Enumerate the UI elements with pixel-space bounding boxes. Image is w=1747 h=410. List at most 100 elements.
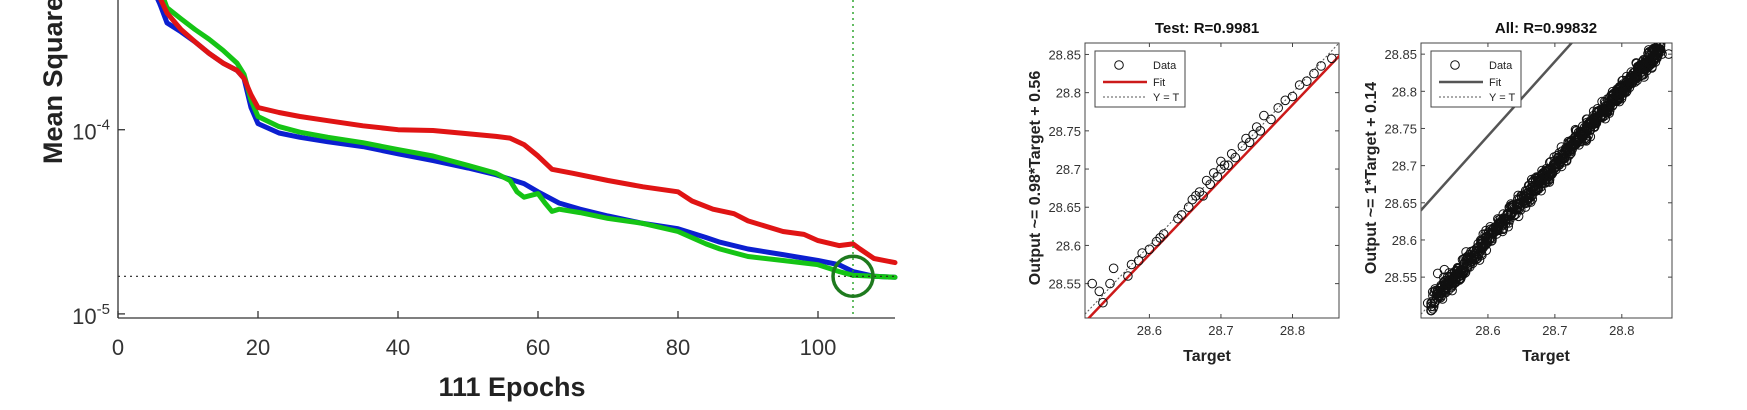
p3-data-point: [1455, 270, 1466, 281]
p1-x-tick-label: 100: [800, 335, 837, 360]
p2-data-point: [1255, 126, 1266, 136]
p2-fit-line: [1087, 54, 1339, 318]
p2-y-tick-label: 28.85: [1048, 47, 1081, 62]
p3-legend-fit-label: Fit: [1489, 77, 1501, 89]
p3-y-tick-label: 28.6: [1392, 233, 1417, 248]
p3-data-point: [1539, 172, 1550, 182]
p3-data-point: [1493, 218, 1504, 228]
p3-data-point: [1541, 167, 1552, 177]
p2-data-point: [1094, 286, 1105, 297]
p3-data-point: [1429, 287, 1440, 297]
p3-x-tick-label: 28.6: [1475, 323, 1500, 338]
p1-best-circle: [831, 254, 875, 299]
p2-x-axis-label: Target: [1183, 348, 1231, 365]
p2-data-point: [1205, 179, 1215, 190]
p3-legend-data-label: Data: [1489, 60, 1513, 72]
p2-y-tick-label: 28.55: [1048, 277, 1081, 292]
p1-x-tick-label: 40: [386, 335, 410, 360]
p1-x-axis-label: 111 Epochs: [438, 372, 585, 402]
p3-data-point: [1581, 121, 1592, 132]
p1-y-tick-label: 10-4: [72, 117, 110, 145]
p3-y-tick-label: 28.55: [1384, 270, 1417, 285]
p3-legend-data-icon: [1450, 60, 1460, 70]
p2-data-point: [1158, 229, 1169, 239]
p2-data-point: [1183, 202, 1194, 212]
p3-data-point: [1541, 170, 1552, 180]
p2-data-point: [1123, 271, 1133, 281]
p3-data-point: [1428, 304, 1438, 314]
p2-x-tick-label: 28.6: [1137, 323, 1162, 338]
p3-data-point: [1465, 262, 1475, 272]
p3-data-point: [1493, 215, 1504, 225]
p1-best-markers: [118, 0, 895, 318]
p3-data-point: [1638, 66, 1649, 77]
p3-data-point: [1618, 81, 1628, 91]
p3-data-point: [1458, 264, 1468, 274]
p2-data-point: [1133, 255, 1144, 266]
p3-data-point: [1609, 94, 1620, 105]
p3-fit-line: [1421, 43, 1574, 213]
p3-data-point: [1474, 245, 1485, 255]
p2-plot: 28.6 28.7 28.8 28.55 28.6 28.65 28.7 28.75 28.8 2…: [1048, 42, 1340, 338]
p3-data-point: [1652, 48, 1662, 59]
p1-y-axis-label: Mean Square: [38, 0, 68, 164]
p3-data-point: [1562, 144, 1573, 155]
p3-data-point: [1646, 59, 1656, 70]
p1-ticks: 0 20 40 60 80 100 10-4 10-5: [72, 117, 836, 360]
p1-x-tick-label: 60: [526, 335, 550, 360]
p3-data-point: [1564, 150, 1574, 161]
p3-data-point: [1444, 268, 1454, 278]
p3-data-point: [1518, 191, 1529, 202]
p3-y-tick-label: 28.8: [1392, 84, 1417, 99]
p3-data-point: [1483, 232, 1494, 242]
p3-data-point: [1546, 167, 1557, 178]
p1-x-tick-label: 80: [666, 335, 690, 360]
p2-y-tick-label: 28.65: [1048, 200, 1081, 215]
p3-data-point: [1474, 255, 1485, 265]
p3-data-point: [1462, 256, 1473, 266]
p3-data-point: [1611, 89, 1621, 100]
p2-data-point: [1198, 191, 1208, 201]
p2-legend: [1094, 50, 1186, 108]
p3-data-point: [1567, 142, 1578, 152]
p2-legend-data-label: Data: [1153, 60, 1177, 72]
p3-data-point: [1489, 227, 1499, 237]
p2-data-point: [1273, 103, 1283, 113]
p1-x-tick-label: 20: [246, 335, 270, 360]
p2-data-point: [1105, 278, 1115, 289]
p3-data-point: [1525, 192, 1535, 203]
p3-y-axis-label: Output ~= 1*Target + 0.14: [1363, 82, 1380, 274]
p3-data-point: [1467, 254, 1478, 265]
p2-y-tick-label: 28.7: [1056, 162, 1081, 177]
performance-chart: 0 20 40 60 80 100 10-4 10-5 111 Epochs Mean Squ…: [38, 0, 898, 402]
p2-y-axis-label: Output ~= 0.98*Target + 0.56: [1027, 71, 1044, 286]
p2-data-point: [1098, 297, 1108, 308]
p3-data-point: [1460, 253, 1470, 263]
p2-data-point: [1244, 137, 1255, 148]
p1-series-group: [155, 0, 898, 280]
p3-data-point: [1482, 233, 1493, 243]
p2-x-tick-label: 28.8: [1280, 323, 1305, 338]
p1-series-line-0: [157, 1, 898, 280]
p2-data-point: [1223, 160, 1233, 170]
p3-y-tick-label: 28.65: [1384, 196, 1417, 211]
p2-legend-data-icon: [1114, 60, 1124, 70]
p2-data-point: [1302, 76, 1312, 86]
p3-data-point: [1539, 177, 1550, 188]
p1-x-tick-label: 0: [112, 335, 124, 360]
p3-data-point: [1663, 49, 1672, 59]
p2-y-tick-label: 28.8: [1056, 86, 1081, 101]
p3-data-point: [1426, 305, 1436, 316]
p3-data-point: [1439, 264, 1450, 275]
p2-data-point: [1230, 152, 1241, 163]
p2-data-point: [1309, 68, 1319, 79]
p3-data-point: [1453, 264, 1463, 274]
p3-data-point: [1508, 203, 1518, 213]
p1-series-line-1: [161, 0, 898, 280]
p3-data-point: [1451, 277, 1461, 288]
p2-data-point: [1266, 114, 1276, 125]
p1-series-head-0: [155, 0, 163, 7]
p3-title: All: R=0.99832: [1495, 20, 1597, 37]
p2-plot-inner: [1085, 43, 1339, 318]
